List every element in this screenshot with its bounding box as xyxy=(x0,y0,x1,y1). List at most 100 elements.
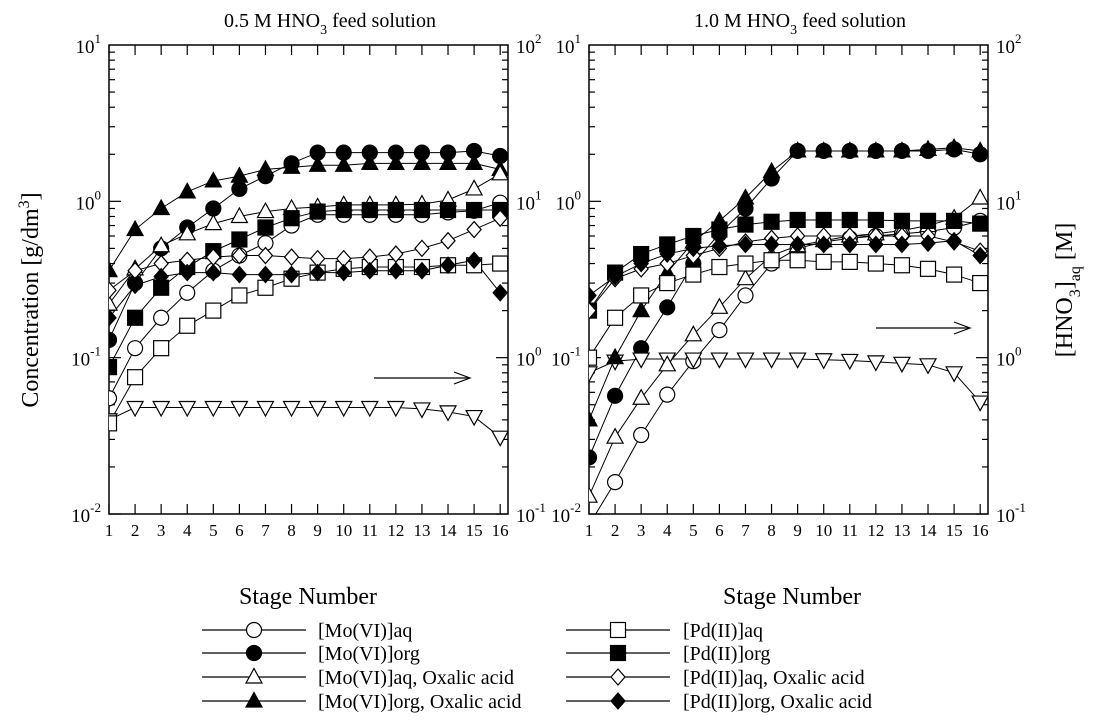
legend-label: [Pd(II)]org xyxy=(683,643,770,665)
data-point xyxy=(606,387,624,404)
x-tick-label: 6 xyxy=(715,521,724,540)
y-tick-label-right: 101 xyxy=(516,187,542,214)
data-point xyxy=(153,267,169,286)
data-point xyxy=(204,400,223,418)
y-tick-label-left: 10-2 xyxy=(551,500,581,527)
y-tick-label-left: 100 xyxy=(556,187,582,214)
data-point xyxy=(204,213,223,231)
x-tick-label: 14 xyxy=(440,521,458,540)
series-line xyxy=(589,259,981,358)
data-point xyxy=(412,153,431,170)
data-point xyxy=(589,301,597,320)
data-point xyxy=(126,219,145,237)
data-point xyxy=(789,252,806,269)
data-point xyxy=(178,224,197,241)
data-point xyxy=(866,141,885,158)
data-point xyxy=(659,299,676,316)
data-point xyxy=(920,234,936,253)
data-point xyxy=(972,274,988,292)
data-point xyxy=(308,400,327,418)
data-point xyxy=(685,266,702,283)
y-tick-label-left: 10-1 xyxy=(71,344,101,371)
data-point xyxy=(231,180,248,198)
data-point xyxy=(710,352,729,369)
data-point xyxy=(815,235,832,254)
data-point xyxy=(412,402,431,419)
series-line xyxy=(109,150,501,341)
data-point xyxy=(711,221,728,238)
data-point xyxy=(109,359,118,376)
x-tick-label: 8 xyxy=(287,521,296,540)
data-point xyxy=(946,231,962,250)
series-line xyxy=(109,162,501,271)
data-point xyxy=(360,153,379,170)
series-line xyxy=(589,240,981,296)
data-point xyxy=(736,188,755,205)
data-point xyxy=(840,141,859,158)
data-point xyxy=(945,212,963,229)
data-point xyxy=(230,400,249,418)
data-point xyxy=(866,355,885,372)
x-tick-label: 2 xyxy=(131,521,140,540)
series-line xyxy=(109,217,501,291)
data-point xyxy=(360,400,379,418)
arrow-head xyxy=(453,371,472,385)
x-tick-label: 5 xyxy=(209,521,218,540)
x-tick-label: 4 xyxy=(663,521,672,540)
data-point xyxy=(763,213,780,230)
y-tick-label-left: 101 xyxy=(556,31,582,58)
x-tick-label: 14 xyxy=(920,521,938,540)
data-point xyxy=(633,287,650,304)
data-point xyxy=(109,390,118,407)
data-point xyxy=(257,219,274,236)
data-point xyxy=(178,182,197,199)
data-point xyxy=(945,366,964,383)
data-point xyxy=(231,265,248,284)
data-point xyxy=(972,246,988,265)
data-point xyxy=(632,352,651,369)
data-point xyxy=(386,153,405,170)
x-tick-label: 10 xyxy=(815,521,832,540)
data-point xyxy=(737,235,754,254)
legend-marker xyxy=(609,644,627,662)
x-tick-label: 3 xyxy=(157,521,166,540)
data-point xyxy=(867,211,884,229)
data-point xyxy=(868,235,884,254)
data-point xyxy=(659,386,676,403)
x-tick-label: 10 xyxy=(335,521,352,540)
y-tick-label-left: 100 xyxy=(76,187,102,214)
data-point xyxy=(815,253,832,270)
data-point xyxy=(283,210,300,227)
data-point xyxy=(465,201,483,219)
data-point xyxy=(109,281,117,300)
legend-marker xyxy=(244,691,264,708)
data-point xyxy=(841,253,858,270)
data-point xyxy=(205,200,222,217)
x-tick-label: 6 xyxy=(235,521,244,540)
data-point xyxy=(126,369,144,386)
data-point xyxy=(179,284,196,301)
series-line xyxy=(589,148,981,458)
data-point xyxy=(465,153,484,170)
data-point xyxy=(308,155,327,172)
data-point xyxy=(633,426,650,444)
x-tick-label: 15 xyxy=(946,521,963,540)
data-point xyxy=(491,430,508,447)
plot-frame xyxy=(108,44,509,515)
data-point xyxy=(606,309,624,326)
data-point xyxy=(152,400,171,418)
data-point xyxy=(257,265,274,284)
data-point xyxy=(972,215,988,232)
legend-marker xyxy=(610,668,626,686)
data-point xyxy=(179,263,196,282)
data-point xyxy=(711,258,728,276)
data-point xyxy=(893,257,911,274)
data-point xyxy=(736,268,755,286)
data-point xyxy=(491,164,508,181)
data-point xyxy=(762,352,781,369)
x-tick-label: 13 xyxy=(413,521,430,540)
data-point xyxy=(205,263,222,282)
legend-label: [Pd(II)]org, Oxalic acid xyxy=(683,691,872,713)
x-tick-label: 4 xyxy=(183,521,192,540)
data-point xyxy=(606,347,625,365)
